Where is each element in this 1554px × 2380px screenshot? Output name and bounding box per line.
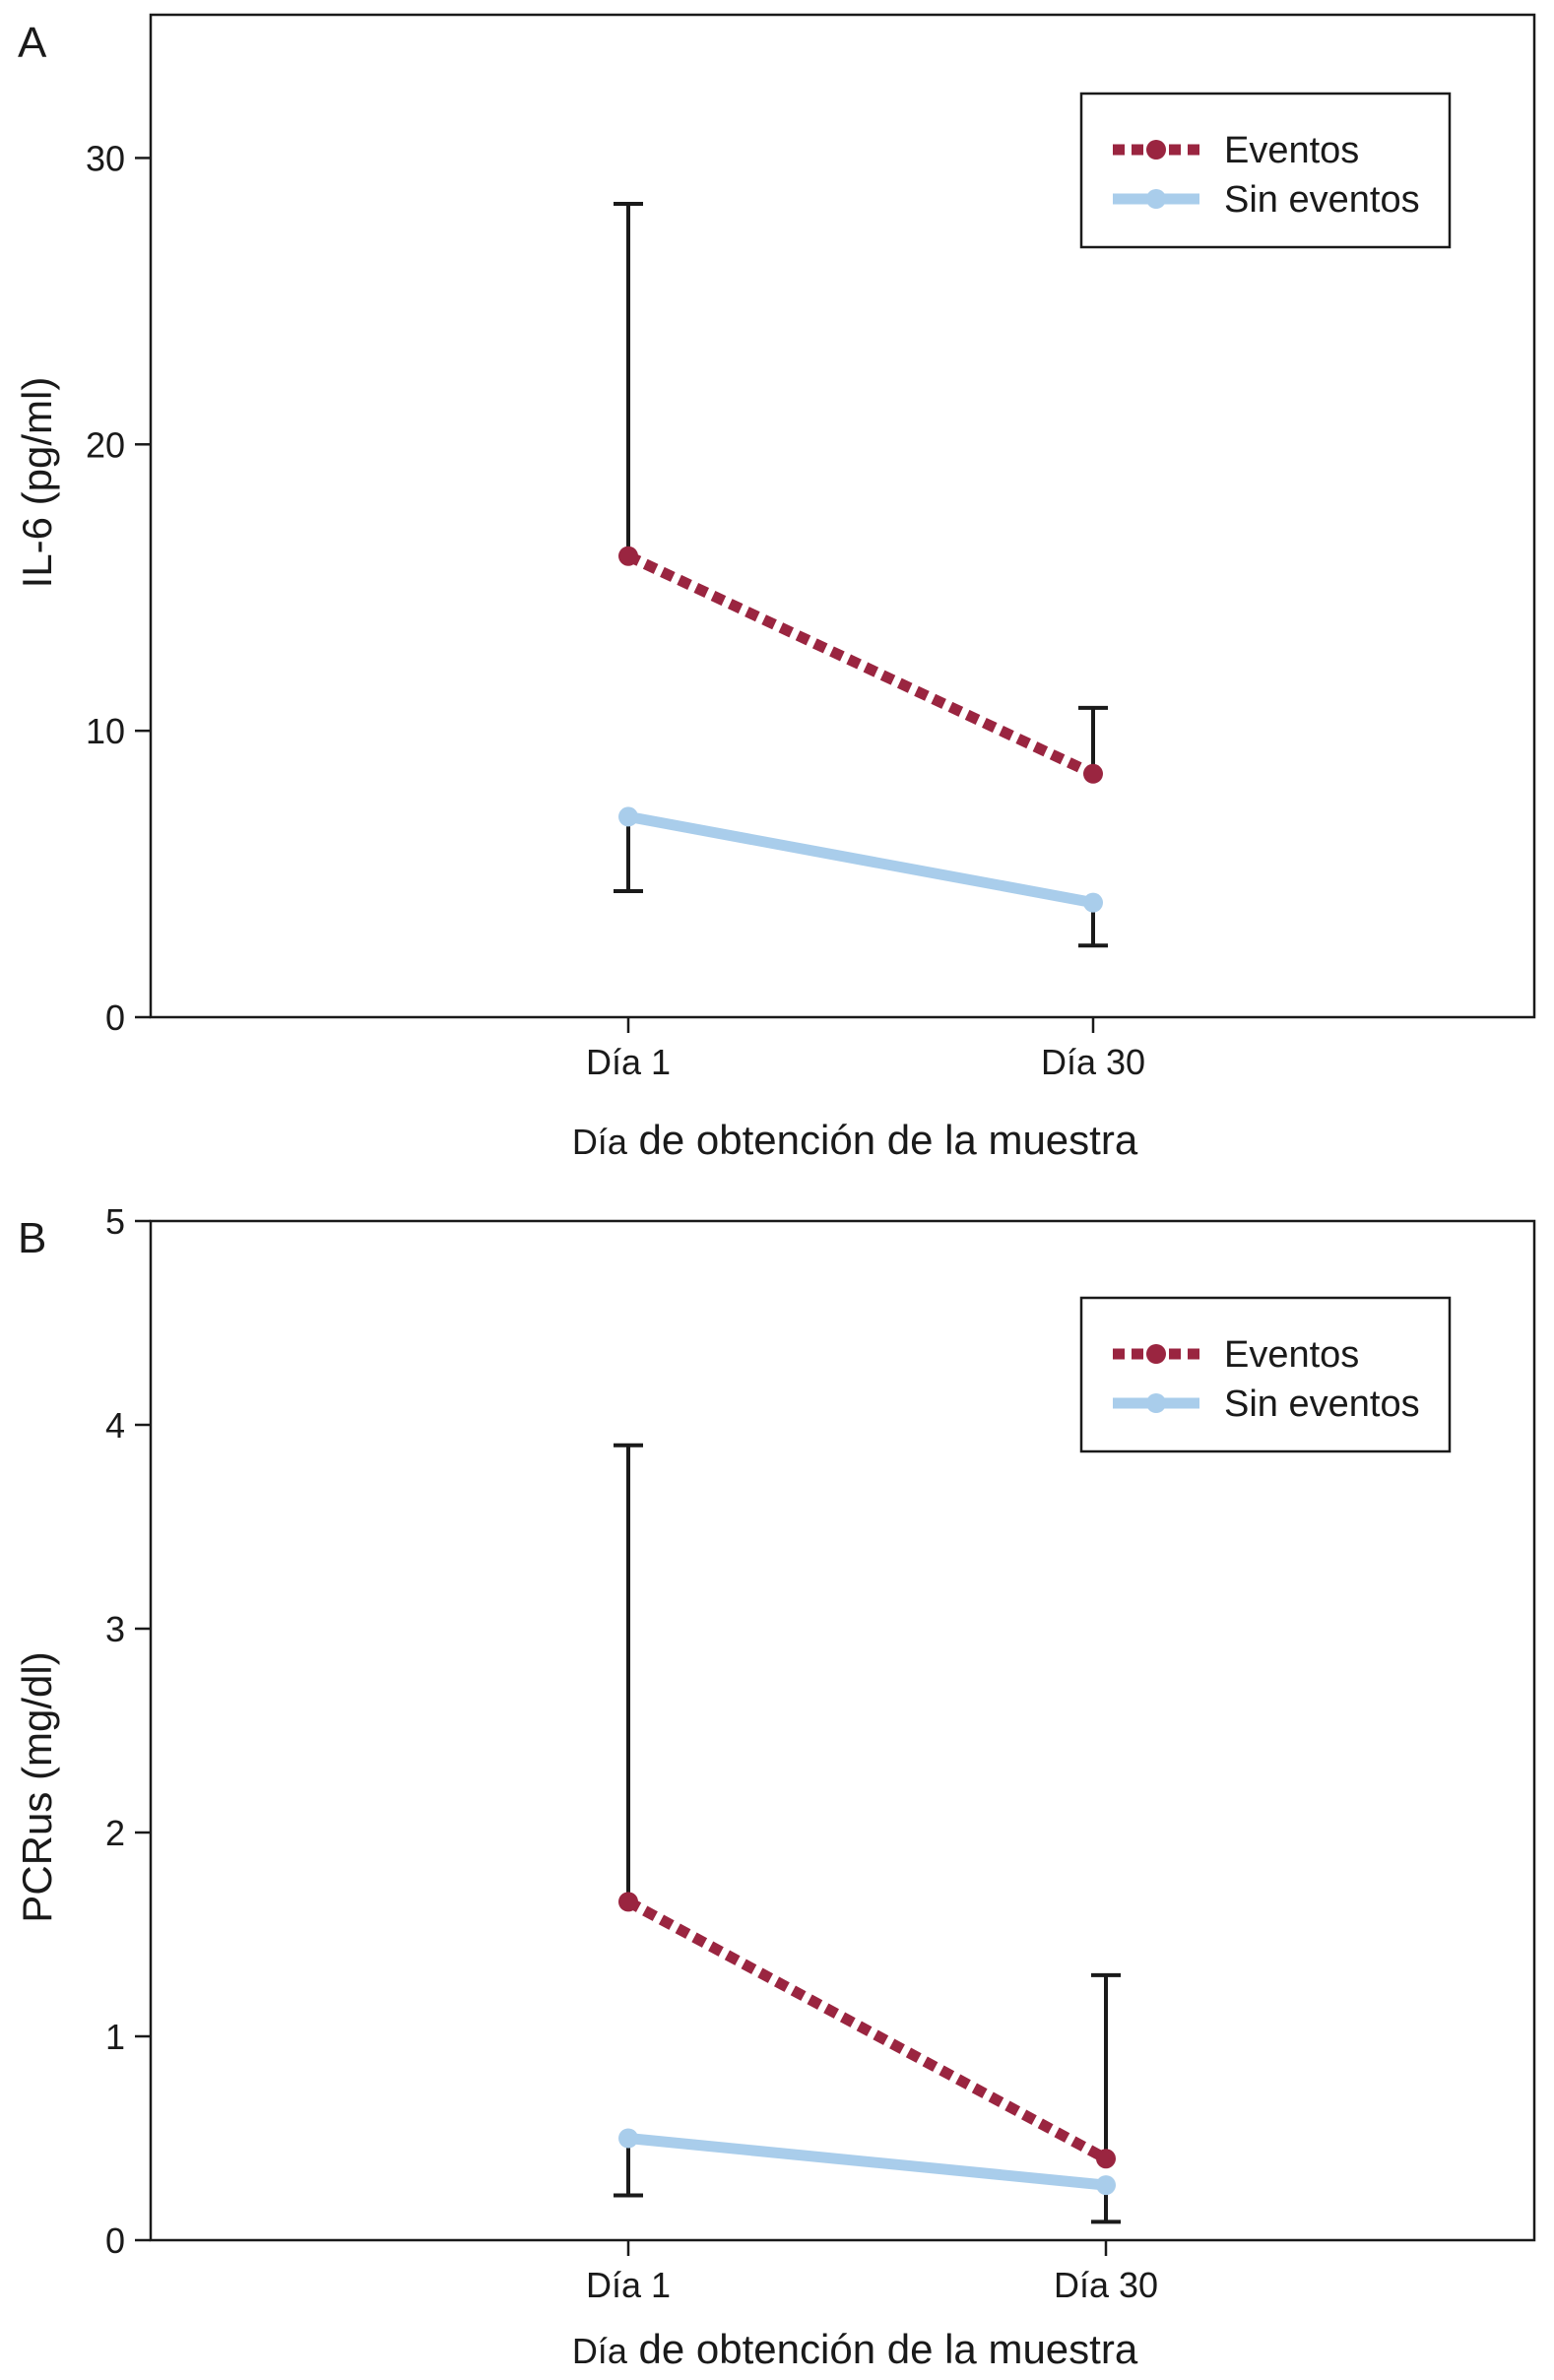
series-line-eventos (625, 550, 1096, 779)
legend: Eventos Sin eventos (1079, 92, 1452, 249)
series-line-sin-eventos (627, 2133, 1107, 2191)
y-tick-label: 5 (105, 1201, 125, 1242)
data-point-sin-eventos (618, 806, 638, 827)
x-axis-label: Día de obtención de la muestra (572, 1117, 1138, 1163)
panel-label: B (18, 1214, 46, 1262)
legend-marker (1146, 189, 1166, 209)
legend-box (1079, 92, 1452, 249)
y-tick-label: 20 (86, 424, 125, 465)
x-axis-label-rest: de obtención de la muestra (627, 1117, 1138, 1163)
legend-marker (1146, 140, 1166, 160)
legend-label: Eventos (1224, 1334, 1359, 1376)
y-tick-label: 1 (105, 2017, 125, 2057)
data-point-sin-eventos (618, 2128, 638, 2149)
y-axis-label: PCRus (mg/dl) (14, 1651, 60, 1922)
legend-marker (1146, 1344, 1166, 1364)
y-tick-label: 10 (86, 711, 125, 751)
x-tick-label: Día 30 (1041, 1042, 1145, 1082)
legend-label: Eventos (1224, 130, 1359, 171)
y-tick-label: 2 (105, 1813, 125, 1853)
data-point-eventos (1096, 2149, 1116, 2169)
data-point-eventos (1083, 763, 1103, 784)
y-tick-label: 0 (105, 2220, 125, 2261)
x-tick-label: Día 1 (586, 1042, 671, 1082)
legend-box (1079, 1296, 1452, 1453)
y-tick-label: 0 (105, 997, 125, 1038)
data-point-eventos (618, 546, 638, 566)
y-axis-label: IL-6 (pg/ml) (14, 377, 60, 589)
legend-marker (1146, 1393, 1166, 1413)
y-tick-label: 4 (105, 1405, 125, 1446)
panel-label: A (18, 19, 47, 67)
x-axis-label-prefix: Día (572, 1122, 628, 1162)
chart-panel-a: A 0 10 20 30 Día 1 Día 30 IL-6 (pg/ml) Día de ob… (14, 13, 1536, 1163)
x-tick-label: Día 1 (586, 2265, 671, 2305)
x-tick-label: Día 30 (1054, 2265, 1158, 2305)
series-line-sin-eventos (627, 810, 1094, 909)
y-tick-label: 3 (105, 1609, 125, 1649)
data-point-sin-eventos (1083, 892, 1103, 913)
data-point-sin-eventos (1096, 2175, 1116, 2196)
x-axis-label: Día de obtención de la muestra (572, 2326, 1138, 2372)
legend: Eventos Sin eventos (1079, 1296, 1452, 1453)
legend-label: Sin eventos (1224, 1383, 1420, 1425)
plot-frame (149, 13, 1536, 1019)
x-axis-label-rest: de obtención de la muestra (627, 2326, 1138, 2372)
y-tick-label: 30 (86, 138, 125, 178)
plot-frame (149, 1219, 1536, 2242)
data-point-eventos (618, 1892, 638, 1912)
chart-panel-b: B 0 1 2 3 4 5 Día 1 Día 30 PCRus (mg/dl) Día de ob… (14, 1201, 1536, 2372)
x-axis-label-prefix: Día (572, 2331, 628, 2371)
series-line-eventos (625, 1897, 1109, 2164)
legend-label: Sin eventos (1224, 179, 1420, 221)
